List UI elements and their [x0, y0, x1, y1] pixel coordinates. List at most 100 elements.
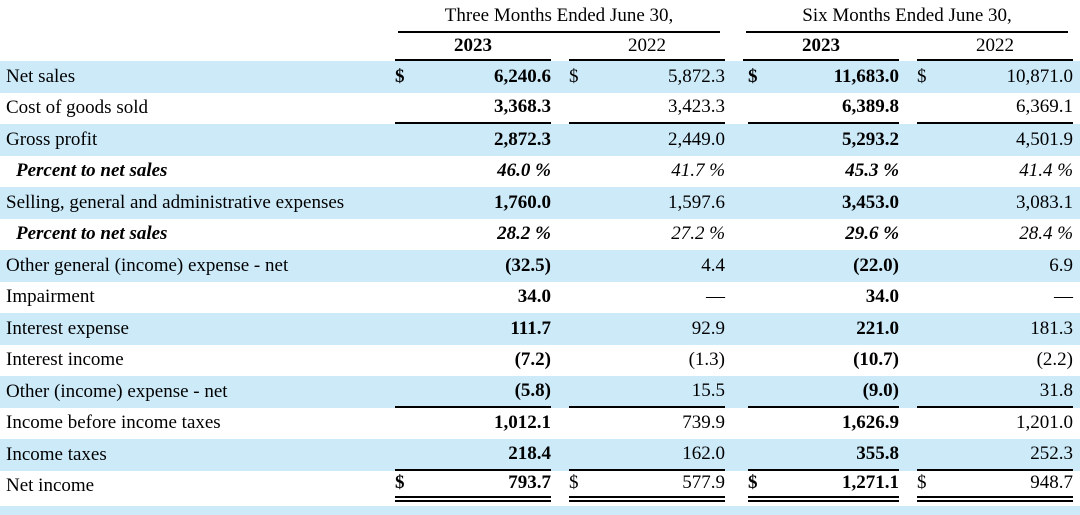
period-header-cell: Six Months Ended June 30, — [732, 0, 1080, 33]
value: 6,389.8 — [842, 96, 900, 118]
value: (32.5) — [505, 254, 551, 276]
value-cell: $6,240.6 — [384, 61, 558, 93]
currency-symbol: $ — [569, 472, 579, 494]
value-cell: 1,012.1 — [384, 408, 558, 440]
value-cell: 6,369.1 — [906, 93, 1080, 124]
value-cell: 28.4 % — [906, 219, 1080, 251]
table-row: Percent to net sales 28.2 % 27.2 % 29.6 % 28… — [0, 219, 1080, 251]
value: 28.4 % — [1019, 223, 1074, 245]
table-row: Impairment 34.0 — 34.0 — — [0, 282, 1080, 314]
value-cell: — — [906, 282, 1080, 314]
value-cell: 3,453.0 — [732, 187, 906, 219]
value-cell: 41.7 % — [558, 156, 732, 188]
header-spacer — [0, 33, 384, 61]
row-label: Interest expense — [6, 317, 129, 339]
value: 31.8 — [1039, 379, 1074, 401]
value: 2,872.3 — [494, 128, 551, 150]
value-cell: 739.9 — [558, 408, 732, 440]
year-header-cell: 2023 — [732, 33, 906, 61]
value-cell: 41.4 % — [906, 156, 1080, 188]
value-cell: 29.6 % — [732, 219, 906, 251]
value-cell: 3,368.3 — [384, 93, 558, 124]
income-statement-table: Three Months Ended June 30, Six Months E… — [0, 0, 1080, 502]
value: 1,760.0 — [494, 191, 551, 213]
table-row: Other general (income) expense - net (32.… — [0, 250, 1080, 282]
value-cell: (1.3) — [558, 345, 732, 377]
row-label: Income before income taxes — [6, 412, 221, 434]
row-label: Other (income) expense - net — [6, 380, 228, 402]
value: (22.0) — [853, 254, 900, 276]
value-cell: 4,501.9 — [906, 124, 1080, 156]
value: 162.0 — [682, 442, 726, 464]
value: 27.2 % — [671, 223, 726, 245]
year-header-2022: 2022 — [569, 33, 726, 61]
bottom-shade-strip — [0, 506, 1080, 515]
period-header-three-months: Three Months Ended June 30, — [398, 0, 721, 33]
value-cell: 6,389.8 — [732, 93, 906, 124]
value: 45.3 % — [845, 160, 900, 182]
value: 252.3 — [1030, 442, 1074, 464]
value-cell: — — [558, 282, 732, 314]
value: 28.2 % — [497, 223, 551, 245]
value-cell: 5,293.2 — [732, 124, 906, 156]
value-cell: 1,626.9 — [732, 408, 906, 440]
year-header-cell: 2022 — [906, 33, 1080, 61]
table-row: Selling, general and administrative expe… — [0, 187, 1080, 219]
value-cell: 6.9 — [906, 250, 1080, 282]
value-cell: 15.5 — [558, 376, 732, 408]
value: 5,293.2 — [842, 128, 900, 150]
value: 181.3 — [1030, 317, 1074, 339]
value: 218.4 — [508, 442, 551, 464]
value: 1,597.6 — [668, 191, 726, 213]
value-cell: 92.9 — [558, 313, 732, 345]
value: (2.2) — [1036, 349, 1074, 371]
value-cell: 2,449.0 — [558, 124, 732, 156]
value-cell: (22.0) — [732, 250, 906, 282]
value-cell: $1,271.1 — [732, 471, 906, 502]
value-cell: 1,597.6 — [558, 187, 732, 219]
row-label: Cost of goods sold — [6, 97, 148, 119]
value: 111.7 — [510, 317, 551, 339]
value: 793.7 — [508, 472, 551, 494]
value-cell: 1,201.0 — [906, 408, 1080, 440]
value: 1,271.1 — [842, 472, 900, 494]
value: 5,872.3 — [668, 65, 726, 87]
row-label: Percent to net sales — [16, 223, 168, 245]
value: 4,501.9 — [1016, 128, 1074, 150]
value-cell: 28.2 % — [384, 219, 558, 251]
value: 948.7 — [1030, 472, 1074, 494]
value: 11,683.0 — [833, 65, 900, 87]
value: 3,423.3 — [668, 96, 726, 118]
value: 355.8 — [856, 442, 900, 464]
value-cell: $577.9 — [558, 471, 732, 502]
value: 34.0 — [865, 286, 900, 308]
currency-symbol: $ — [395, 472, 405, 494]
row-label: Other general (income) expense - net — [6, 254, 289, 276]
value: 1,201.0 — [1016, 412, 1074, 434]
currency-symbol: $ — [917, 65, 927, 87]
value: 34.0 — [517, 286, 551, 308]
value-cell: 1,760.0 — [384, 187, 558, 219]
value: 1,012.1 — [494, 412, 551, 434]
row-label: Interest income — [6, 349, 124, 371]
table-row: Gross profit 2,872.3 2,449.0 5,293.2 4,501.9 — [0, 124, 1080, 156]
value-cell: $948.7 — [906, 471, 1080, 502]
table-row: Interest income (7.2) (1.3) (10.7) (2.2) — [0, 345, 1080, 377]
value: — — [706, 286, 726, 308]
value: 221.0 — [856, 317, 900, 339]
row-label: Income taxes — [6, 443, 107, 465]
value: 3,083.1 — [1016, 191, 1074, 213]
year-header-2022: 2022 — [917, 33, 1074, 61]
value: 2,449.0 — [668, 128, 726, 150]
row-label: Net sales — [6, 65, 76, 87]
value: 6.9 — [1049, 254, 1074, 276]
table-row: Other (income) expense - net (5.8) 15.5 (9.… — [0, 376, 1080, 408]
value-cell: (2.2) — [906, 345, 1080, 377]
value-cell: 46.0 % — [384, 156, 558, 188]
value-cell: $11,683.0 — [732, 61, 906, 93]
value-cell: (32.5) — [384, 250, 558, 282]
table-row: Income taxes 218.4 162.0 355.8 252.3 — [0, 439, 1080, 471]
value: 3,453.0 — [842, 191, 900, 213]
currency-symbol: $ — [395, 65, 405, 87]
value: (10.7) — [853, 349, 900, 371]
